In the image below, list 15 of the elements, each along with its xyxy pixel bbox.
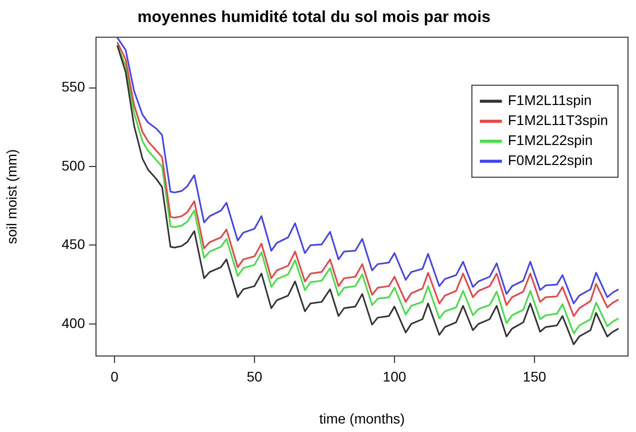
legend-label: F1M2L11T3spin: [508, 112, 608, 128]
y-tick-label: 500: [62, 157, 86, 174]
x-tick-label: 150: [522, 368, 546, 384]
chart-title: moyennes humidité total du sol mois par mois: [138, 9, 491, 26]
legend-label: F1M2L11spin: [508, 92, 592, 108]
y-tick-label: 450: [62, 236, 86, 252]
y-axis-title: soil moist (mm): [3, 149, 20, 244]
x-tick-label: 0: [110, 368, 119, 384]
x-tick-label: 50: [246, 368, 262, 384]
x-axis-title: time (months): [319, 410, 405, 426]
legend-label: F1M2L22spin: [508, 132, 593, 148]
legend-label: F0M2L22spin: [508, 152, 593, 168]
y-tick-label: 550: [62, 78, 86, 95]
y-tick-label: 400: [62, 314, 86, 331]
x-tick-label: 100: [382, 368, 406, 384]
